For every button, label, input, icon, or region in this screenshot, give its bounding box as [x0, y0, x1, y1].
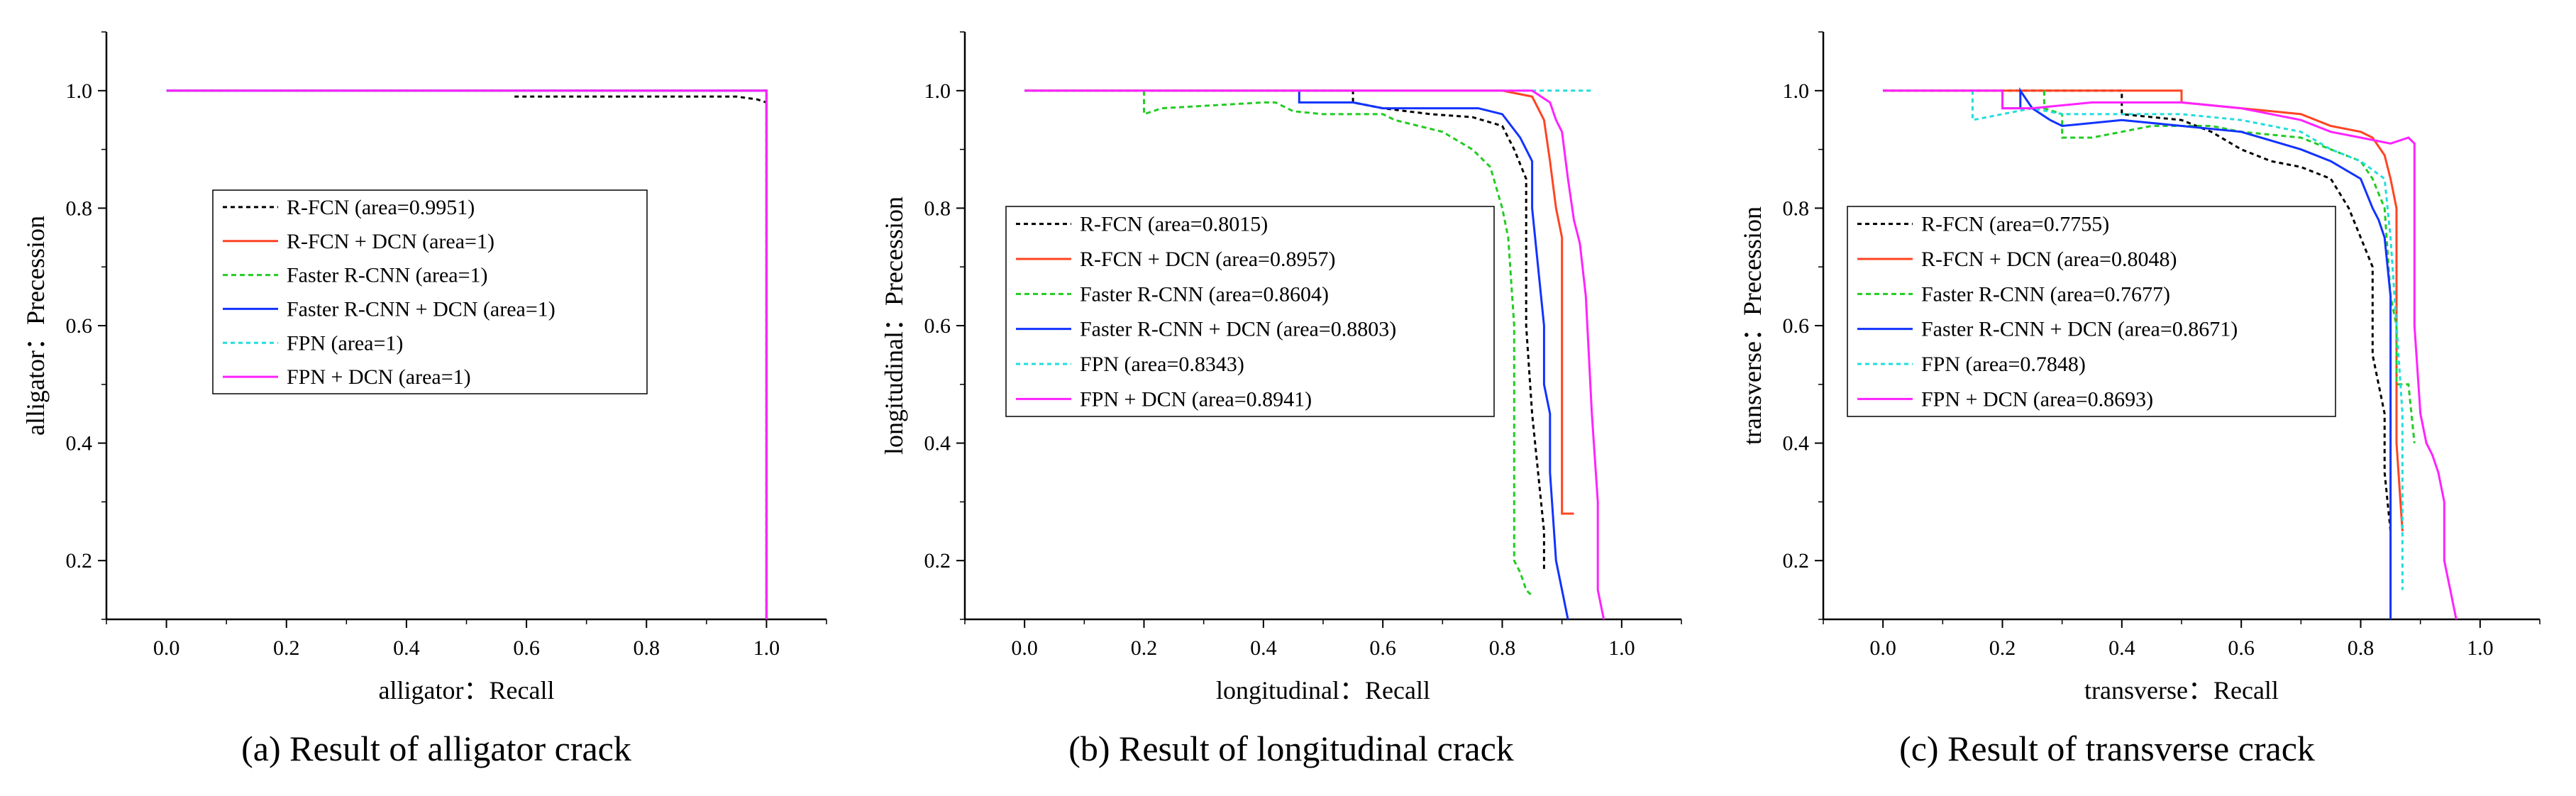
y-tick-label: 0.8 [1783, 197, 1810, 220]
x-tick-label: 0.8 [1489, 636, 1516, 660]
x-tick-label: 0.0 [153, 636, 180, 660]
y-tick-label: 1.0 [924, 79, 951, 103]
chart-panel-1: 0.0 0.2 0.4 0.6 0.8 1.0 0.2 0.4 0.6 0.8 1.0 alligat… [21, 31, 827, 768]
legend-label: Faster R-CNN + DCN (area=1) [287, 297, 555, 321]
y-tick-label: 0.2 [924, 549, 951, 573]
x-tick-label: 1.0 [2467, 636, 2494, 660]
legend-box [1005, 206, 1495, 417]
x-tick-label: 0.4 [1250, 636, 1277, 660]
legend-label: FPN (area=0.7848) [1921, 353, 2086, 376]
legend-box [212, 189, 648, 394]
legend-label: FPN + DCN (area=0.8693) [1921, 387, 2153, 411]
panel-caption: (b) Result of longitudinal crack [1068, 729, 1514, 768]
y-tick-label: 0.4 [66, 432, 93, 455]
legend-label: Faster R-CNN + DCN (area=0.8803) [1080, 318, 1396, 341]
legend-label: R-FCN (area=0.8015) [1080, 213, 1268, 236]
x-axis-label: alligator：Recall [379, 676, 555, 704]
legend-label: R-FCN (area=0.9951) [287, 196, 475, 219]
x-tick-label: 0.6 [513, 636, 540, 660]
legend-label: R-FCN (area=0.7755) [1921, 213, 2109, 236]
series-line-3 [1143, 90, 1533, 597]
legend-label: FPN (area=1) [287, 331, 403, 355]
legend-label: FPN (area=0.8343) [1080, 353, 1244, 376]
y-tick-label: 0.8 [924, 197, 951, 220]
y-tick-label: 0.6 [1783, 314, 1810, 338]
series-line-2 [1024, 89, 1574, 515]
chart-panel-2: 0.0 0.2 0.4 0.6 0.8 1.0 0.2 0.4 0.6 0.8 1.0 longitu… [880, 31, 1682, 768]
y-tick-label: 1.0 [66, 79, 93, 103]
x-tick-label: 0.6 [2228, 636, 2255, 660]
x-tick-label: 0.0 [1869, 636, 1896, 660]
legend-label: Faster R-CNN (area=0.8604) [1080, 282, 1329, 306]
y-tick-label: 1.0 [1783, 79, 1810, 103]
legend-box [1847, 206, 2336, 417]
panel-caption: (a) Result of alligator crack [241, 729, 631, 768]
x-axis-label: longitudinal：Recall [1216, 676, 1430, 704]
chart-panel-3: 0.0 0.2 0.4 0.6 0.8 1.0 0.2 0.4 0.6 0.8 1.0 transve… [1738, 31, 2541, 768]
y-tick-label: 0.2 [1783, 549, 1810, 573]
x-tick-label: 0.4 [2108, 636, 2135, 660]
x-tick-label: 0.8 [2348, 636, 2375, 660]
x-tick-label: 1.0 [753, 636, 780, 660]
legend: R-FCN (area=0.7755) R-FCN + DCN (area=0.8… [1847, 206, 2336, 417]
x-tick-label: 0.0 [1011, 636, 1038, 660]
y-axis-label: alligator：Precession [21, 216, 50, 436]
y-tick-label: 0.4 [1783, 432, 1810, 455]
y-tick-label: 0.6 [66, 314, 93, 338]
legend-label: Faster R-CNN (area=0.7677) [1921, 282, 2170, 306]
series-line-6 [1024, 89, 1605, 620]
y-axis-label: longitudinal：Precession [880, 197, 908, 455]
series-line-3 [2042, 90, 2416, 443]
series-line-5 [1971, 90, 2404, 590]
legend-label: R-FCN + DCN (area=1) [287, 230, 494, 253]
legend-label: FPN + DCN (area=1) [287, 365, 471, 389]
legend-label: R-FCN + DCN (area=0.8048) [1921, 248, 2177, 271]
legend-label: FPN + DCN (area=0.8941) [1080, 387, 1312, 411]
x-tick-label: 0.2 [1989, 636, 2016, 660]
series-line-6 [166, 89, 768, 619]
series-line-6 [1883, 89, 2458, 620]
x-tick-label: 0.8 [634, 636, 660, 660]
y-tick-label: 0.8 [66, 197, 93, 220]
x-tick-label: 0.2 [1131, 636, 1158, 660]
legend: R-FCN (area=0.9951) R-FCN + DCN (area=1) F… [212, 189, 648, 394]
y-tick-label: 0.4 [924, 432, 951, 455]
x-tick-label: 1.0 [1608, 636, 1635, 660]
legend-label: Faster R-CNN + DCN (area=0.8671) [1921, 318, 2238, 341]
series-line-4 [2001, 87, 2392, 619]
x-axis-label: transverse：Recall [2084, 676, 2279, 704]
series-line-4 [1298, 90, 1569, 620]
x-tick-label: 0.6 [1369, 636, 1396, 660]
legend: R-FCN (area=0.8015) R-FCN + DCN (area=0.8… [1005, 206, 1495, 417]
legend-label: Faster R-CNN (area=1) [287, 264, 488, 287]
y-tick-label: 0.2 [66, 549, 93, 573]
x-tick-label: 0.2 [273, 636, 300, 660]
x-tick-label: 0.4 [393, 636, 420, 660]
y-axis-label: transverse：Precession [1738, 206, 1767, 445]
y-tick-label: 0.6 [924, 314, 951, 338]
panel-caption: (c) Result of transverse crack [1899, 729, 2315, 768]
legend-label: R-FCN + DCN (area=0.8957) [1080, 248, 1335, 271]
